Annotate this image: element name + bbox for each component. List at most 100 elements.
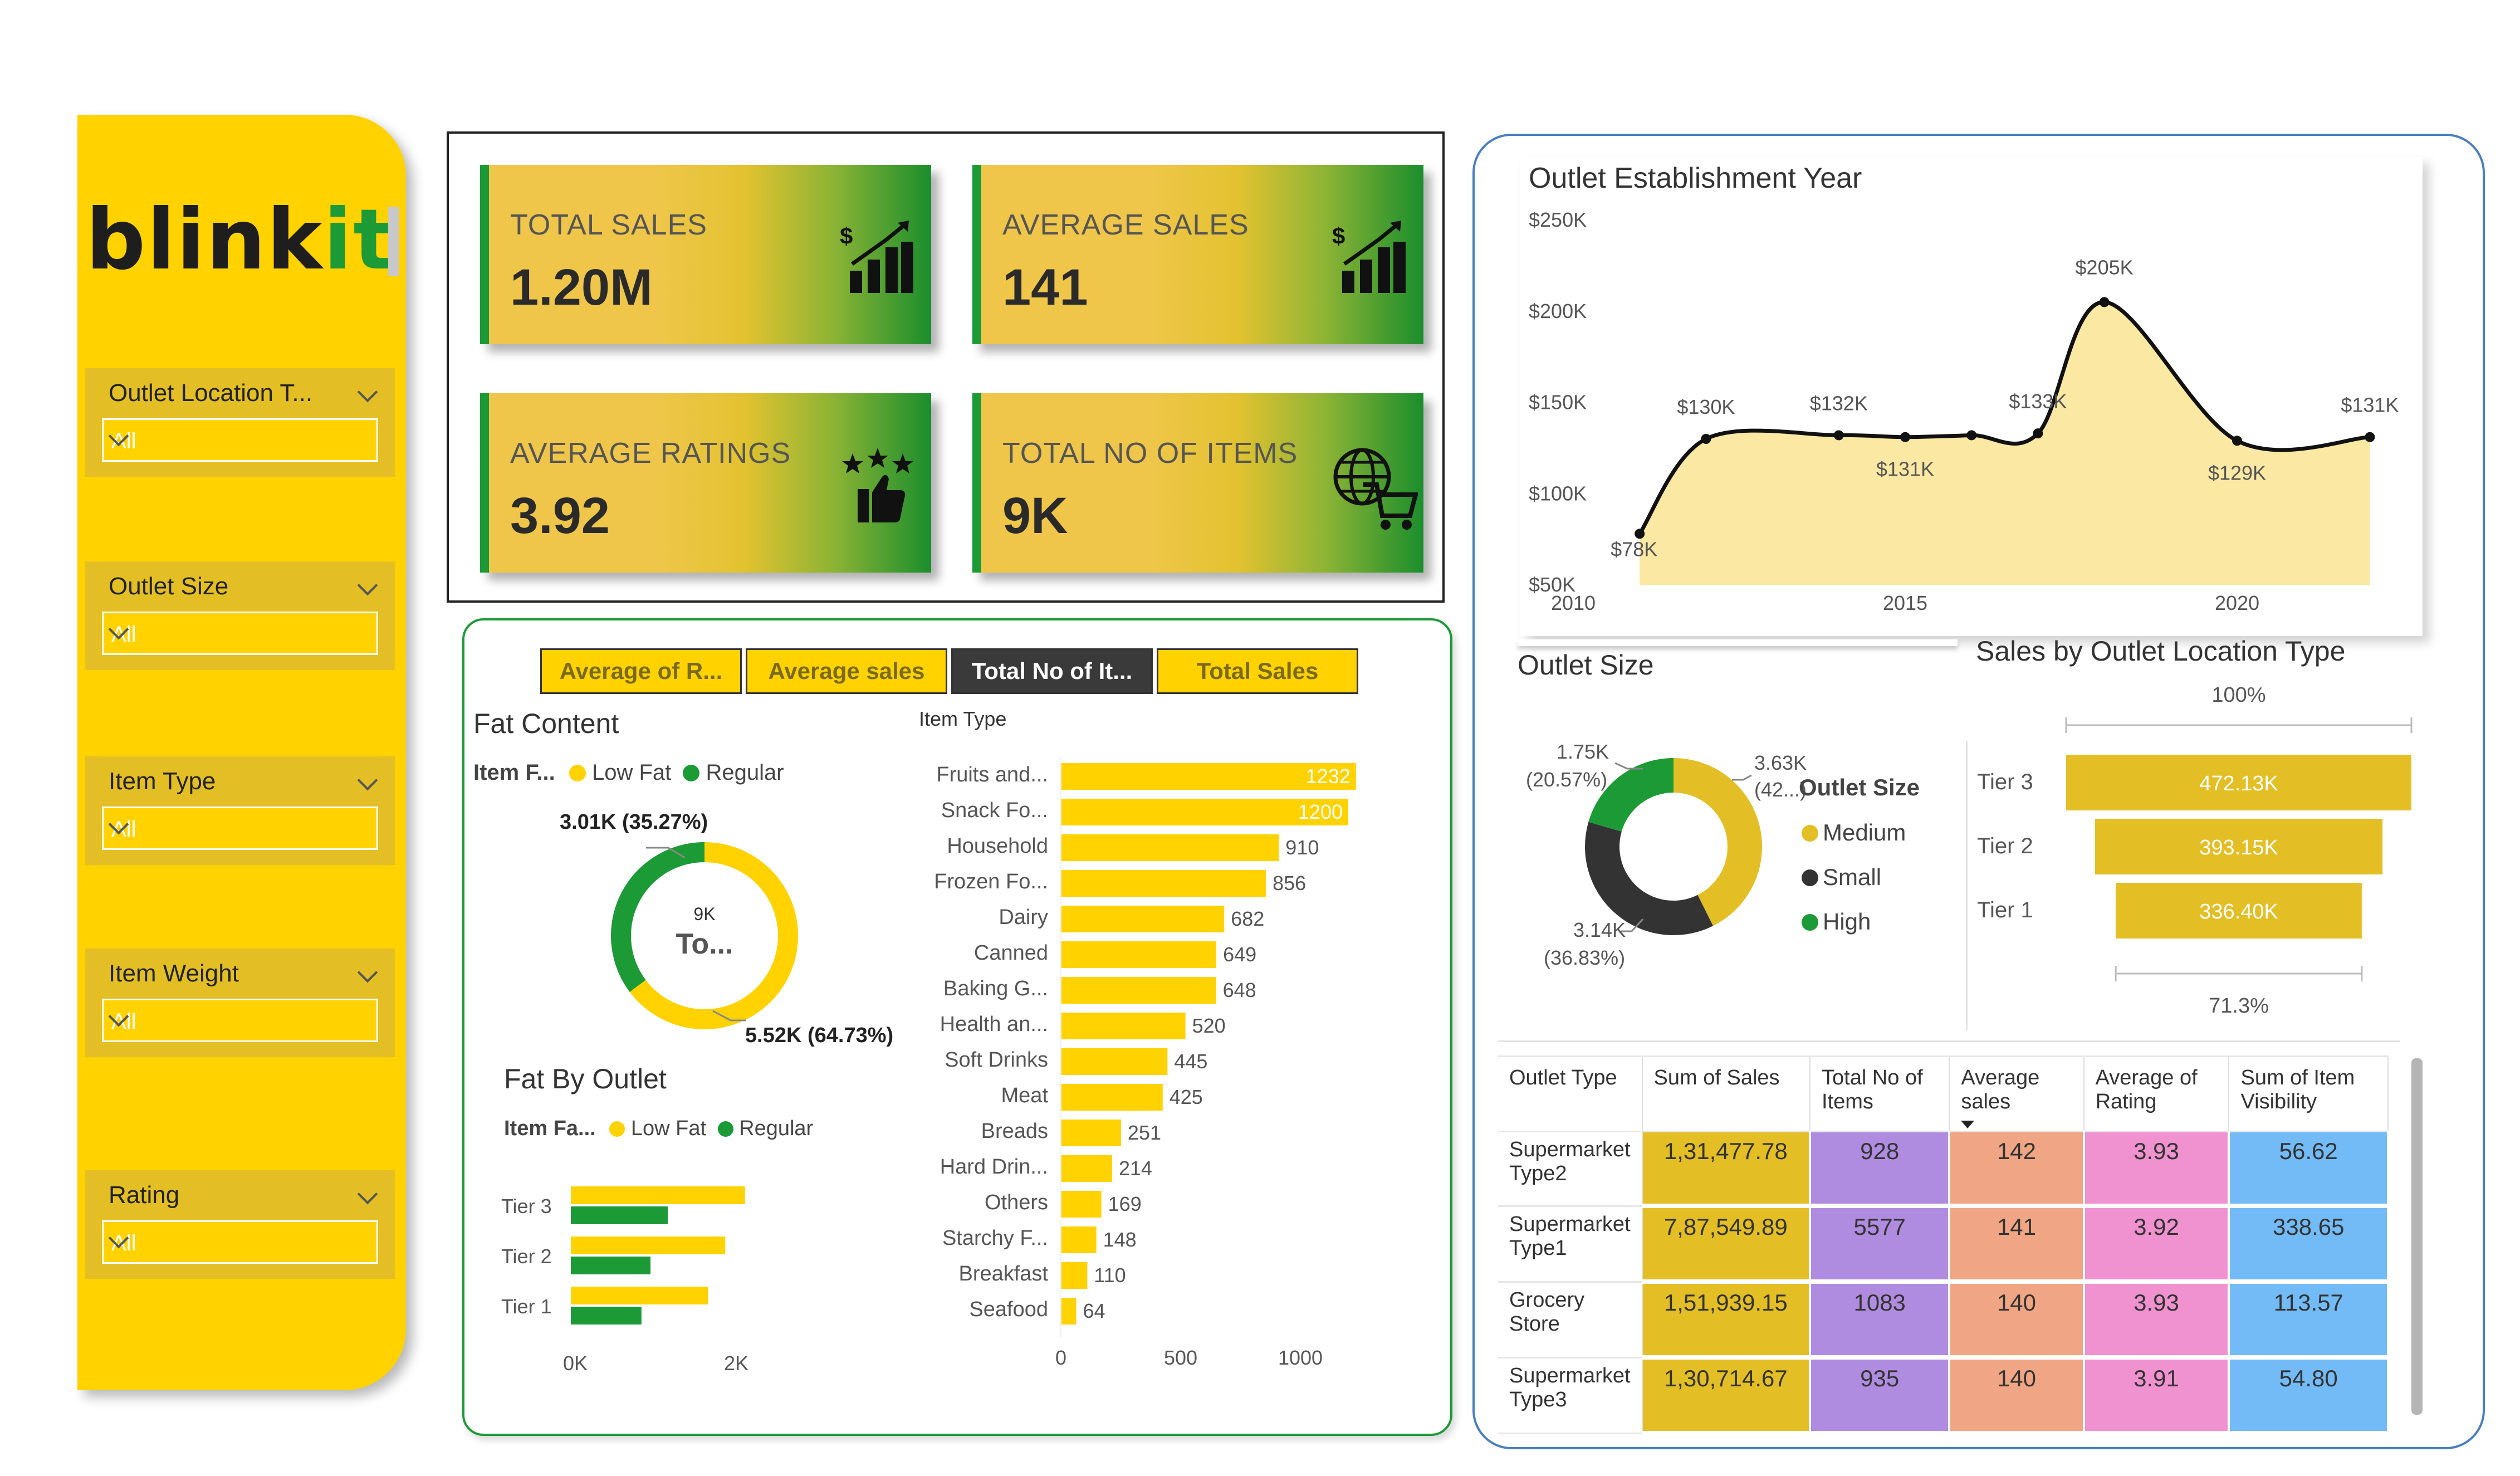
filter-dropdown[interactable]: All bbox=[102, 807, 378, 850]
funnel-bar[interactable] bbox=[2095, 819, 2383, 874]
filter-item-weight: Item Weight All bbox=[85, 949, 395, 1057]
bar-regular-tier-3[interactable] bbox=[571, 1206, 668, 1224]
legend-item-small[interactable]: Small bbox=[1802, 855, 1906, 900]
donut-slice-small[interactable] bbox=[1585, 758, 1762, 935]
data-label: $205K bbox=[2076, 256, 2134, 278]
data-point[interactable] bbox=[2033, 428, 2043, 439]
bar-item-type[interactable] bbox=[1061, 1155, 1113, 1182]
kpi-total-items: TOTAL NO OF ITEMS 9K bbox=[972, 393, 1423, 573]
legend-label[interactable]: Low Fat bbox=[591, 760, 672, 785]
kpi-value: 141 bbox=[1002, 259, 1088, 316]
bar-item-type[interactable] bbox=[1061, 799, 1348, 825]
filter-dropdown[interactable]: All bbox=[102, 1220, 378, 1264]
bar-item-type[interactable] bbox=[1061, 1120, 1121, 1146]
svg-text:$: $ bbox=[840, 223, 853, 249]
table-cell: 54.80 bbox=[2229, 1357, 2389, 1435]
filter-rating: Rating All bbox=[85, 1170, 395, 1279]
series-line bbox=[1638, 300, 2370, 535]
legend-label[interactable]: Low Fat bbox=[630, 1117, 707, 1140]
table-row[interactable]: Supermarket Type1 7,87,549.89 5577 141 3.92 3… bbox=[1498, 1206, 2389, 1284]
y-tick: $200K bbox=[1529, 300, 1587, 322]
legend-item-medium[interactable]: Medium bbox=[1802, 810, 1906, 855]
data-label: 110 bbox=[1094, 1264, 1126, 1287]
table-row[interactable]: Supermarket Type3 1,30,714.67 935 140 3.91 54… bbox=[1498, 1357, 2389, 1435]
tab-average-rating[interactable]: Average of R... bbox=[540, 648, 742, 694]
funnel-bar[interactable] bbox=[2116, 883, 2362, 939]
bar-low-fat-tier-3[interactable] bbox=[571, 1186, 745, 1204]
chevron-down-icon[interactable] bbox=[357, 575, 378, 596]
data-point[interactable] bbox=[2365, 432, 2375, 442]
filter-dropdown[interactable]: All bbox=[102, 612, 378, 655]
filter-dropdown[interactable]: All bbox=[102, 999, 378, 1042]
category-label: Others bbox=[985, 1191, 1048, 1214]
table-cell: 142 bbox=[1949, 1131, 2085, 1208]
table-row[interactable]: Grocery Store 1,51,939.15 1083 140 3.93 113.5… bbox=[1498, 1282, 2389, 1360]
bar-item-type[interactable] bbox=[1061, 941, 1217, 968]
data-label: 648 bbox=[1223, 979, 1256, 1001]
table-row[interactable]: Supermarket Type2 1,31,477.78 928 142 3.93 56… bbox=[1498, 1131, 2389, 1208]
data-label: $129K bbox=[2208, 461, 2266, 484]
bar-item-type[interactable] bbox=[1061, 1226, 1097, 1253]
tab-total-sales[interactable]: Total Sales bbox=[1157, 648, 1358, 694]
legend-item-high[interactable]: High bbox=[1802, 900, 1906, 944]
bar-item-type[interactable] bbox=[1061, 834, 1279, 861]
legend-label[interactable]: Regular bbox=[706, 760, 784, 785]
data-label: $78K bbox=[1611, 537, 1657, 560]
y-tick: $100K bbox=[1529, 482, 1587, 505]
column-header[interactable]: Average of Rating bbox=[2083, 1055, 2230, 1132]
data-point[interactable] bbox=[1966, 430, 1977, 441]
chevron-down-icon[interactable] bbox=[357, 770, 378, 791]
location-type-title: Sales by Outlet Location Type bbox=[1976, 636, 2346, 667]
data-point[interactable] bbox=[2099, 297, 2110, 307]
data-point[interactable] bbox=[1635, 529, 1645, 539]
chevron-down-icon[interactable] bbox=[357, 382, 378, 403]
legend-swatch-regular bbox=[717, 1121, 733, 1137]
bar-item-type[interactable] bbox=[1061, 763, 1356, 790]
data-point[interactable] bbox=[1900, 432, 1910, 442]
data-label: 169 bbox=[1108, 1192, 1142, 1215]
bar-regular-tier-2[interactable] bbox=[571, 1257, 651, 1274]
sidebar-scroll-handle[interactable] bbox=[388, 207, 399, 276]
column-header[interactable]: Average sales bbox=[1949, 1055, 2084, 1132]
funnel-category-label: Tier 3 bbox=[1977, 770, 2033, 794]
leader-line bbox=[1732, 774, 1752, 781]
data-point[interactable] bbox=[1833, 430, 1844, 441]
fat-by-outlet-chart: Tier 3 Tier 2 Tier 1 0K 2K bbox=[501, 1186, 748, 1375]
donut-slice-low-fat[interactable] bbox=[601, 824, 821, 1047]
category-label: Fruits and... bbox=[936, 763, 1048, 786]
legend-label: High bbox=[1823, 908, 1871, 935]
bar-item-type[interactable] bbox=[1061, 906, 1225, 932]
outlet-size-legend-title: Outlet Size bbox=[1799, 774, 1920, 800]
data-point[interactable] bbox=[2232, 436, 2242, 446]
tab-total-items[interactable]: Total No of It... bbox=[951, 648, 1153, 694]
bar-item-type[interactable] bbox=[1061, 1013, 1186, 1039]
bar-regular-tier-1[interactable] bbox=[571, 1307, 642, 1325]
bar-low-fat-tier-2[interactable] bbox=[571, 1236, 726, 1254]
chevron-down-icon[interactable] bbox=[357, 1184, 378, 1205]
bar-item-type[interactable] bbox=[1061, 1262, 1088, 1289]
column-header[interactable]: Sum of Sales bbox=[1642, 1055, 1811, 1132]
bar-item-type[interactable] bbox=[1061, 1048, 1168, 1075]
donut-slice-high[interactable] bbox=[1585, 758, 1762, 935]
chevron-down-icon[interactable] bbox=[357, 962, 378, 983]
table-cell: 935 bbox=[1810, 1357, 1951, 1435]
filter-dropdown[interactable]: All bbox=[102, 418, 378, 462]
column-header[interactable]: Total No of Items bbox=[1810, 1055, 1950, 1132]
bar-item-type[interactable] bbox=[1061, 977, 1216, 1004]
legend-label[interactable]: Regular bbox=[739, 1117, 814, 1140]
bar-low-fat-tier-1[interactable] bbox=[571, 1287, 708, 1304]
tab-average-sales[interactable]: Average sales bbox=[746, 648, 947, 694]
data-label: 472.13K bbox=[2199, 772, 2278, 795]
data-label: 148 bbox=[1103, 1228, 1137, 1251]
bar-item-type[interactable] bbox=[1061, 1191, 1102, 1218]
column-header[interactable]: Outlet Type bbox=[1498, 1055, 1643, 1132]
data-point[interactable] bbox=[1701, 434, 1711, 444]
funnel-bar[interactable] bbox=[2066, 755, 2411, 810]
table-scrollbar[interactable] bbox=[2411, 1058, 2423, 1415]
column-header[interactable]: Sum of Item Visibility bbox=[2229, 1055, 2389, 1132]
bar-item-type[interactable] bbox=[1061, 870, 1266, 897]
bar-item-type[interactable] bbox=[1061, 1084, 1163, 1111]
data-label: $131K bbox=[1876, 458, 1934, 481]
data-label: 251 bbox=[1128, 1121, 1161, 1144]
bar-item-type[interactable] bbox=[1061, 1298, 1076, 1325]
